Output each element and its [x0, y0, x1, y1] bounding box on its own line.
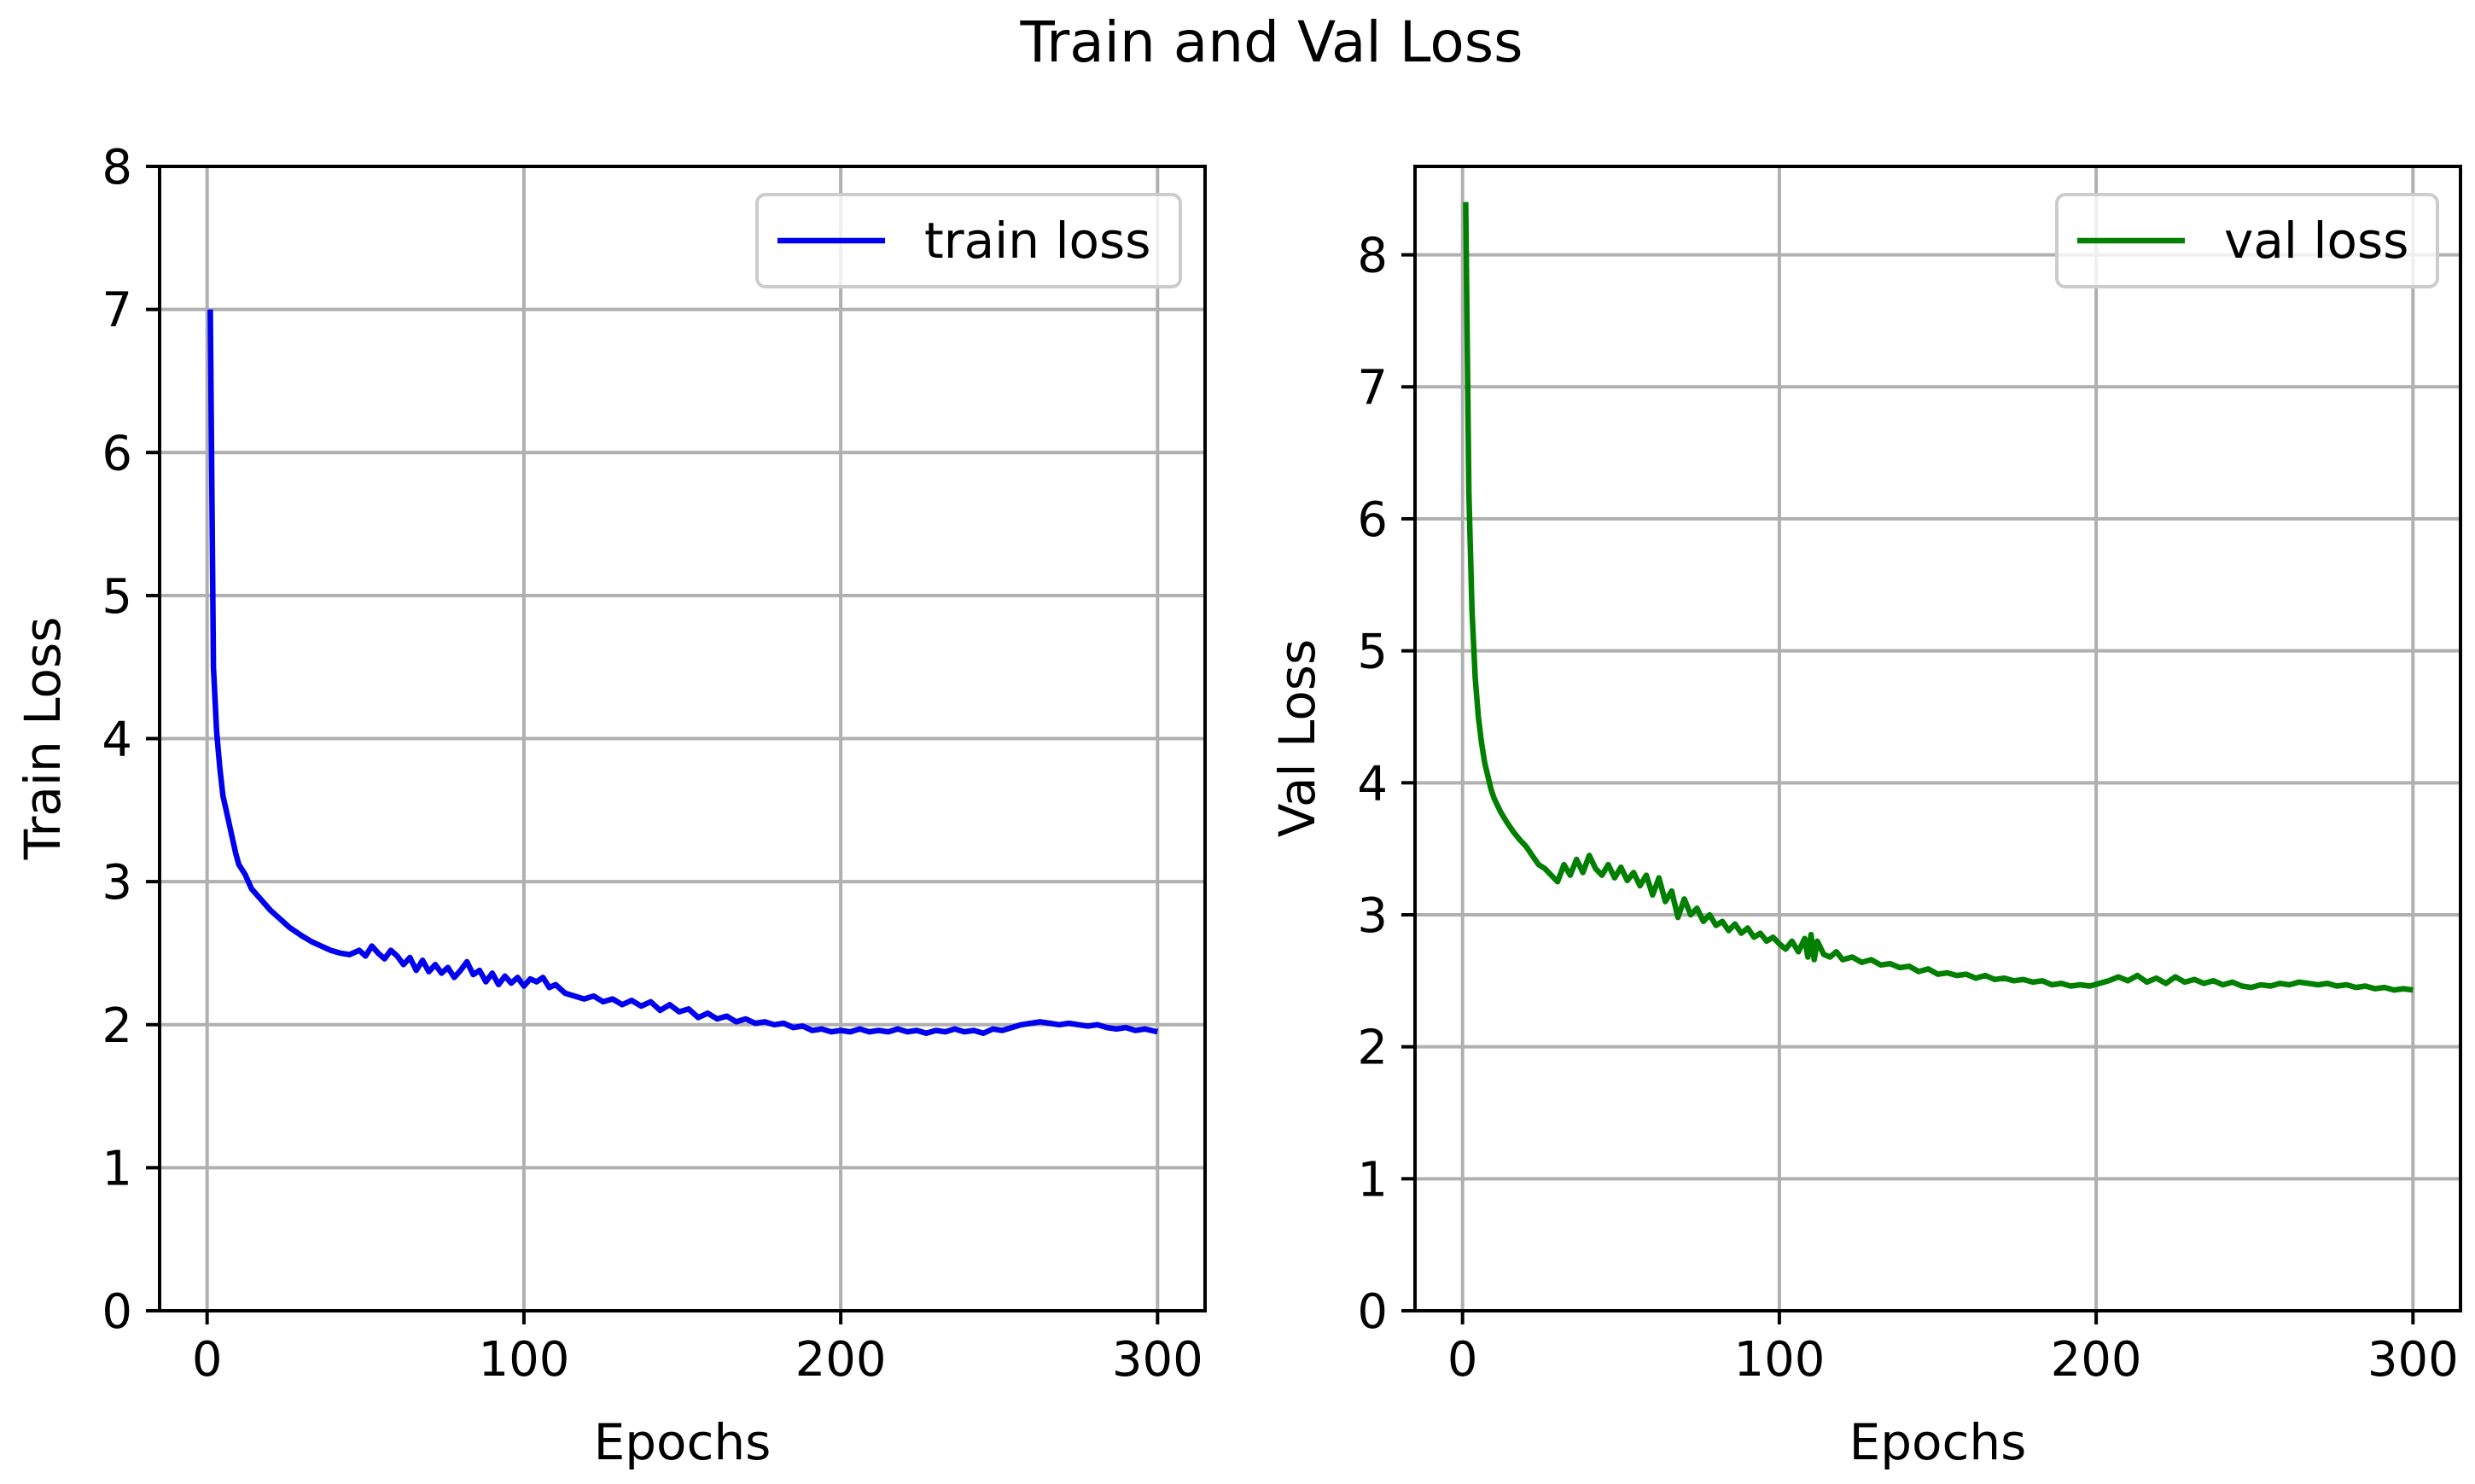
train-ytick-label-5: 5 — [102, 569, 132, 625]
val-xtick-label-200: 200 — [2051, 1332, 2142, 1388]
val-xtick-label-100: 100 — [1733, 1332, 1825, 1388]
train-ytick-label-0: 0 — [102, 1284, 132, 1340]
val-xtick-label-0: 0 — [1447, 1332, 1478, 1388]
train-xtick-label-100: 100 — [478, 1332, 569, 1388]
val-ytick-label-1: 1 — [1357, 1152, 1388, 1208]
train-ytick-label-8: 8 — [102, 140, 132, 195]
train-xtick-label-300: 300 — [1112, 1332, 1203, 1388]
val-ytick-label-3: 3 — [1357, 888, 1388, 944]
train-loss-line — [207, 309, 1158, 1037]
train-legend-label: train loss — [924, 212, 1150, 270]
figure-title: Train and Val Loss — [1019, 9, 1523, 75]
train-ytick-label-3: 3 — [102, 855, 132, 911]
train-x-axis-label: Epochs — [594, 1413, 772, 1471]
train-ytick-label-7: 7 — [102, 283, 132, 339]
val-loss-line — [1463, 201, 2414, 993]
val-xtick-label-300: 300 — [2367, 1332, 2459, 1388]
train-xtick-label-200: 200 — [795, 1332, 887, 1388]
train-ytick-label-6: 6 — [102, 426, 132, 481]
val-ytick-label-6: 6 — [1357, 492, 1388, 548]
val-ytick-label-8: 8 — [1357, 229, 1388, 284]
val-ytick-label-0: 0 — [1357, 1284, 1388, 1340]
train-y-axis-label: Train Loss — [14, 617, 72, 861]
train-xtick-label-0: 0 — [192, 1332, 223, 1388]
train-legend-box — [755, 193, 1182, 288]
val-ytick-label-4: 4 — [1357, 756, 1388, 812]
val-x-axis-label: Epochs — [1849, 1413, 2027, 1471]
train-ytick-label-1: 1 — [102, 1141, 132, 1196]
val-loss-panel: 0 100 200 300 0 1 2 3 4 5 6 7 8 Epochs Val Loss val los… — [1268, 165, 2462, 1471]
val-y-axis-label: Val Loss — [1268, 639, 1326, 837]
val-legend: val loss — [2055, 193, 2439, 288]
val-axes-frame — [1413, 165, 2462, 1312]
val-ytick-label-2: 2 — [1357, 1021, 1388, 1076]
val-ytick-label-5: 5 — [1357, 625, 1388, 680]
train-loss-panel: 0 100 200 300 0 1 2 3 4 5 6 7 8 Epochs Train Loss train… — [14, 140, 1207, 1471]
train-legend: train loss — [755, 193, 1182, 288]
train-ytick-label-2: 2 — [102, 998, 132, 1054]
val-legend-box — [2055, 193, 2439, 288]
val-ytick-label-7: 7 — [1357, 360, 1388, 416]
train-ytick-label-4: 4 — [102, 713, 132, 768]
val-legend-label: val loss — [2224, 212, 2408, 270]
